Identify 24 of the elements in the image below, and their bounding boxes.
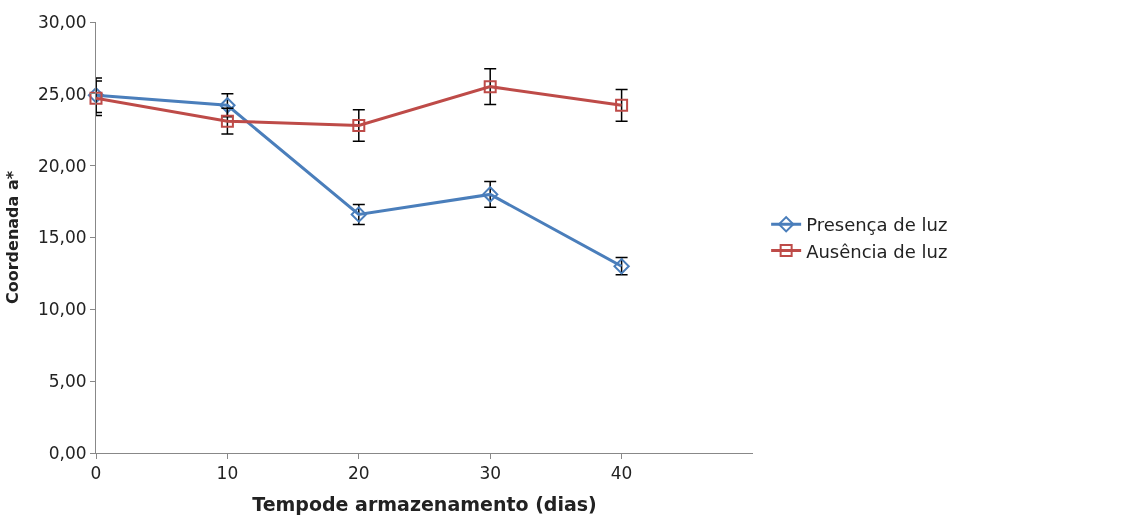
point — [483, 80, 497, 94]
legend-label: Presença de luz — [806, 214, 948, 236]
y-tick-label: 30,00 — [37, 11, 87, 32]
x-axis-title: Tempode armazenamento (dias) — [252, 493, 597, 516]
y-axis-title: Coordenada a* — [2, 170, 22, 305]
x-tick-label: 10 — [216, 463, 239, 484]
x-tick-label: 20 — [347, 463, 370, 484]
x-tick-label: 0 — [90, 463, 102, 484]
y-tick-label: 25,00 — [37, 83, 87, 104]
point — [87, 87, 105, 104]
y-tick-label: 5,00 — [48, 371, 87, 392]
point — [220, 114, 234, 128]
legend-label: Ausência de luz — [806, 240, 948, 262]
point — [615, 98, 629, 112]
x-tick-label: 30 — [479, 463, 502, 484]
x-tick-label: 40 — [610, 463, 633, 484]
point — [482, 186, 499, 203]
y-tick-label: 15,00 — [37, 227, 87, 248]
point — [219, 97, 236, 114]
point — [89, 91, 103, 105]
y-tick-label: 20,00 — [37, 155, 87, 176]
point — [352, 118, 366, 132]
y-tick-label: 10,00 — [37, 299, 87, 320]
y-tick-label: 0,00 — [48, 442, 87, 463]
